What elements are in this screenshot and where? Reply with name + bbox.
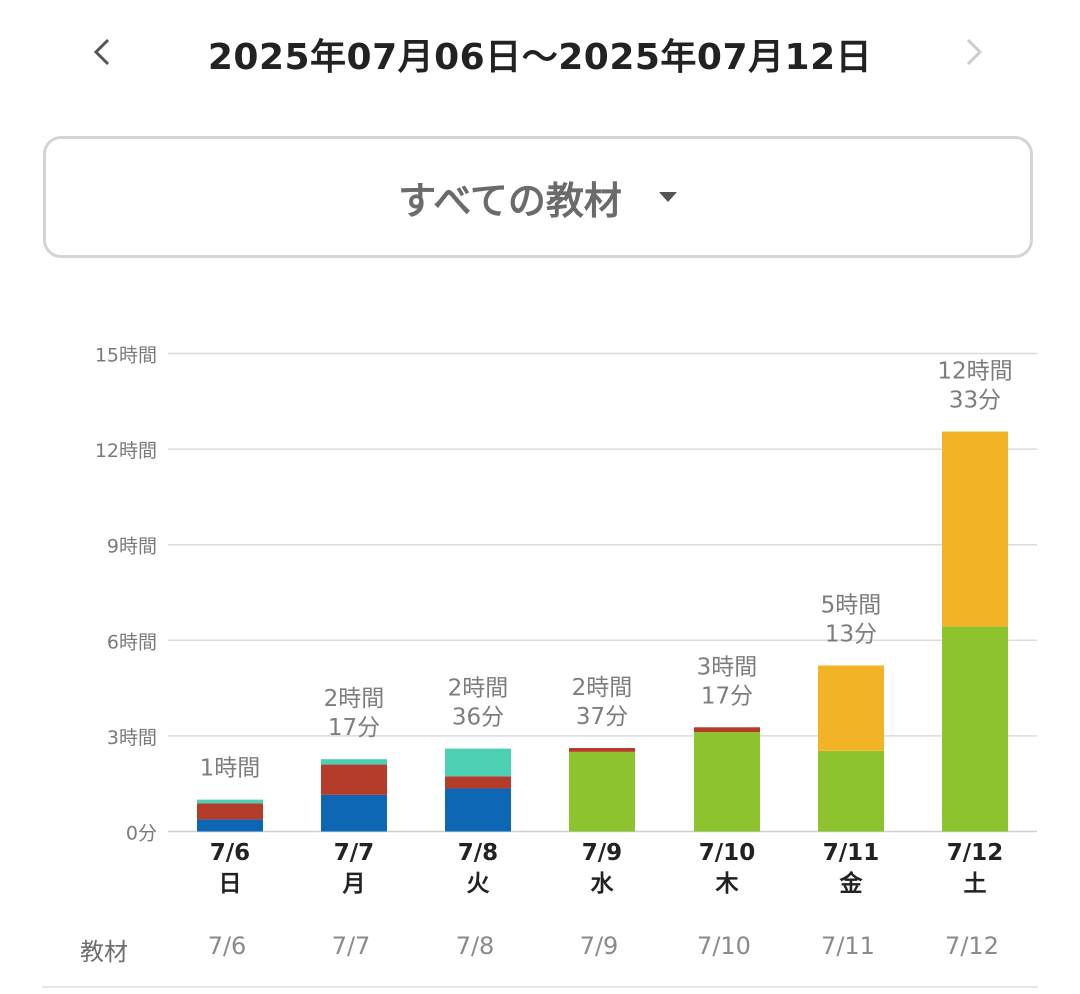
bar-segment xyxy=(445,788,511,832)
table-date-cell: 7/6 xyxy=(207,932,247,960)
week-header: 2025年07月06日〜2025年07月12日 xyxy=(0,0,1080,110)
bar-segment xyxy=(197,819,263,832)
bar-segment xyxy=(818,750,884,832)
bar-segment xyxy=(445,748,511,777)
bar-segment xyxy=(694,732,760,832)
bar-segment xyxy=(942,626,1008,832)
bar-segment xyxy=(445,776,511,789)
bar-total-label: 2時間 xyxy=(448,676,509,702)
bar-segment xyxy=(197,799,263,804)
divider xyxy=(42,986,1038,988)
bar-total-label: 2時間 xyxy=(572,675,633,701)
y-tick-label: 6時間 xyxy=(107,631,157,653)
table-date-cell: 7/7 xyxy=(331,932,371,960)
caret-down-icon xyxy=(658,192,677,202)
x-tick-weekday: 木 xyxy=(715,871,739,897)
bar-total-label: 1時間 xyxy=(200,756,261,782)
x-tick-label: 7/12 xyxy=(947,840,1003,866)
chevron-right-icon xyxy=(966,38,983,66)
bar-segment xyxy=(694,727,760,733)
x-tick-weekday: 金 xyxy=(839,870,864,897)
bar-segment xyxy=(818,665,884,751)
bar-total-label: 3時間 xyxy=(697,654,758,680)
x-tick-weekday: 日 xyxy=(219,871,242,897)
bar-total-label: 17分 xyxy=(328,715,380,741)
x-tick-label: 7/11 xyxy=(823,840,879,866)
table-row-label: 教材 xyxy=(80,938,128,966)
bar-total-label: 37分 xyxy=(576,704,628,730)
material-select-label: すべての教材 xyxy=(398,178,622,223)
bar-total-label: 33分 xyxy=(949,388,1001,414)
x-tick-weekday: 火 xyxy=(467,871,490,897)
bar-total-label: 36分 xyxy=(452,705,504,731)
table-date-cell: 7/9 xyxy=(579,932,619,960)
bar-segment xyxy=(321,794,387,832)
material-select[interactable]: すべての教材 xyxy=(43,136,1033,258)
table-date-cell: 7/8 xyxy=(455,932,495,960)
table-date-cell: 7/10 xyxy=(697,932,751,960)
y-tick-label: 9時間 xyxy=(107,536,157,558)
x-tick-label: 7/10 xyxy=(699,840,755,866)
x-tick-label: 7/8 xyxy=(458,840,498,866)
bar-segment xyxy=(321,764,387,795)
bar-segment xyxy=(569,751,635,832)
bar-total-label: 5時間 xyxy=(821,592,882,618)
next-week-button[interactable] xyxy=(946,24,1002,80)
date-range-title: 2025年07月06日〜2025年07月12日 xyxy=(207,37,873,78)
x-tick-label: 7/9 xyxy=(582,840,622,866)
table-date-cell: 7/12 xyxy=(945,932,999,960)
y-tick-label: 15時間 xyxy=(95,345,157,367)
y-tick-label: 12時間 xyxy=(95,440,157,462)
chevron-left-icon xyxy=(93,38,110,66)
x-tick-label: 7/6 xyxy=(210,840,250,866)
study-time-chart: 0分 3時間 6時間 9時間 12時間 15時間 1時間 7/6 日 2時間 17分 7/7 月 2時間 3… xyxy=(95,345,1037,897)
table-date-cell: 7/11 xyxy=(821,932,875,960)
bar-total-label: 2時間 xyxy=(324,686,385,712)
bar-total-label: 13分 xyxy=(825,621,877,647)
bar-segment xyxy=(569,748,635,752)
bar-segment xyxy=(321,759,387,765)
x-tick-weekday: 月 xyxy=(342,871,366,897)
x-tick-weekday: 水 xyxy=(591,871,615,897)
bar-segment xyxy=(942,431,1008,627)
bar-total-label: 12時間 xyxy=(937,359,1012,385)
x-tick-label: 7/7 xyxy=(334,840,374,866)
bar-total-label: 17分 xyxy=(701,683,753,709)
bar-segment xyxy=(197,803,263,820)
y-tick-label: 0分 xyxy=(126,823,157,845)
y-tick-label: 3時間 xyxy=(107,727,157,749)
previous-week-button[interactable] xyxy=(74,24,130,80)
x-tick-weekday: 土 xyxy=(964,871,987,897)
